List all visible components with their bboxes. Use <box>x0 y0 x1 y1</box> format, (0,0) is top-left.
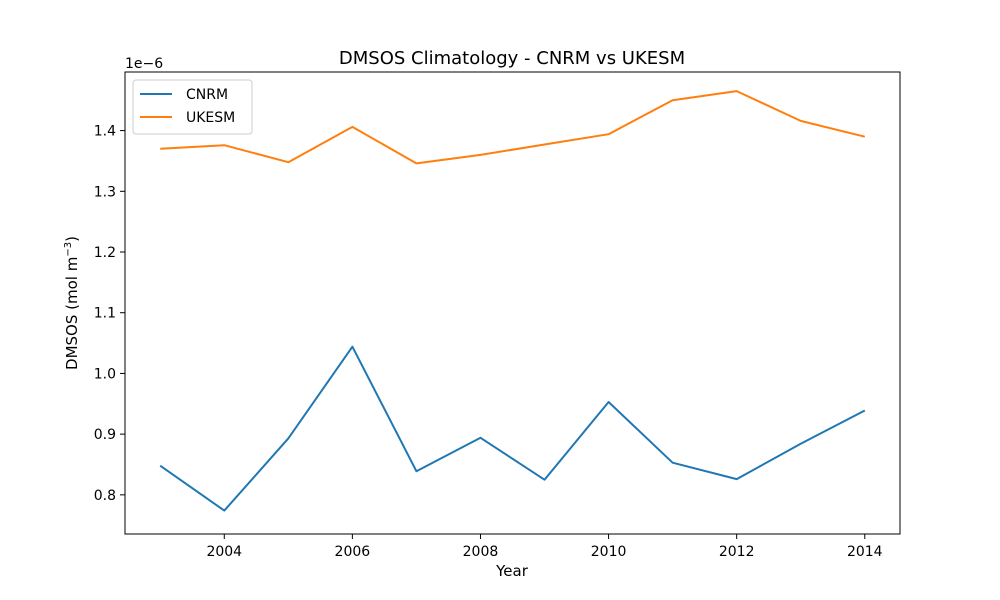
chart-title: DMSOS Climatology - CNRM vs UKESM <box>339 48 685 69</box>
x-axis-label: Year <box>495 562 529 580</box>
y-axis-label: DMSOS (mol m−3) <box>63 236 81 370</box>
legend-label-cnrm: CNRM <box>186 87 228 103</box>
y-tick-label: 1.4 <box>94 124 116 140</box>
y-offset-label: 1e−6 <box>125 56 163 72</box>
legend-label-ukesm: UKESM <box>186 110 235 126</box>
series-layer <box>159 90 866 512</box>
x-axis: 2004 2006 2008 2010 2012 2014 <box>206 534 883 560</box>
x-tick-label: 2006 <box>335 544 371 560</box>
x-tick-label: 2012 <box>719 544 755 560</box>
series-line-cnrm <box>159 345 866 512</box>
y-tick-label: 0.9 <box>94 427 116 443</box>
y-axis: 0.8 0.9 1.0 1.1 1.2 1.3 1.4 <box>94 124 125 504</box>
y-axis-label-main: DMSOS (mol m <box>63 257 81 370</box>
y-axis-label-exponent: −3 <box>63 242 74 257</box>
plot-frame <box>124 71 901 535</box>
series-line-ukesm <box>160 90 866 165</box>
x-tick-label: 2008 <box>463 544 499 560</box>
x-tick-label: 2004 <box>206 544 242 560</box>
x-tick-label: 2014 <box>847 544 883 560</box>
y-tick-label: 1.0 <box>94 366 116 382</box>
legend: CNRM UKESM <box>132 79 253 135</box>
y-axis-label-close: ) <box>63 236 81 242</box>
x-tick-label: 2010 <box>591 544 627 560</box>
y-tick-label: 1.3 <box>94 184 116 200</box>
y-tick-label: 1.2 <box>94 245 116 261</box>
y-tick-label: 0.8 <box>94 488 116 504</box>
y-tick-label: 1.1 <box>94 306 116 322</box>
